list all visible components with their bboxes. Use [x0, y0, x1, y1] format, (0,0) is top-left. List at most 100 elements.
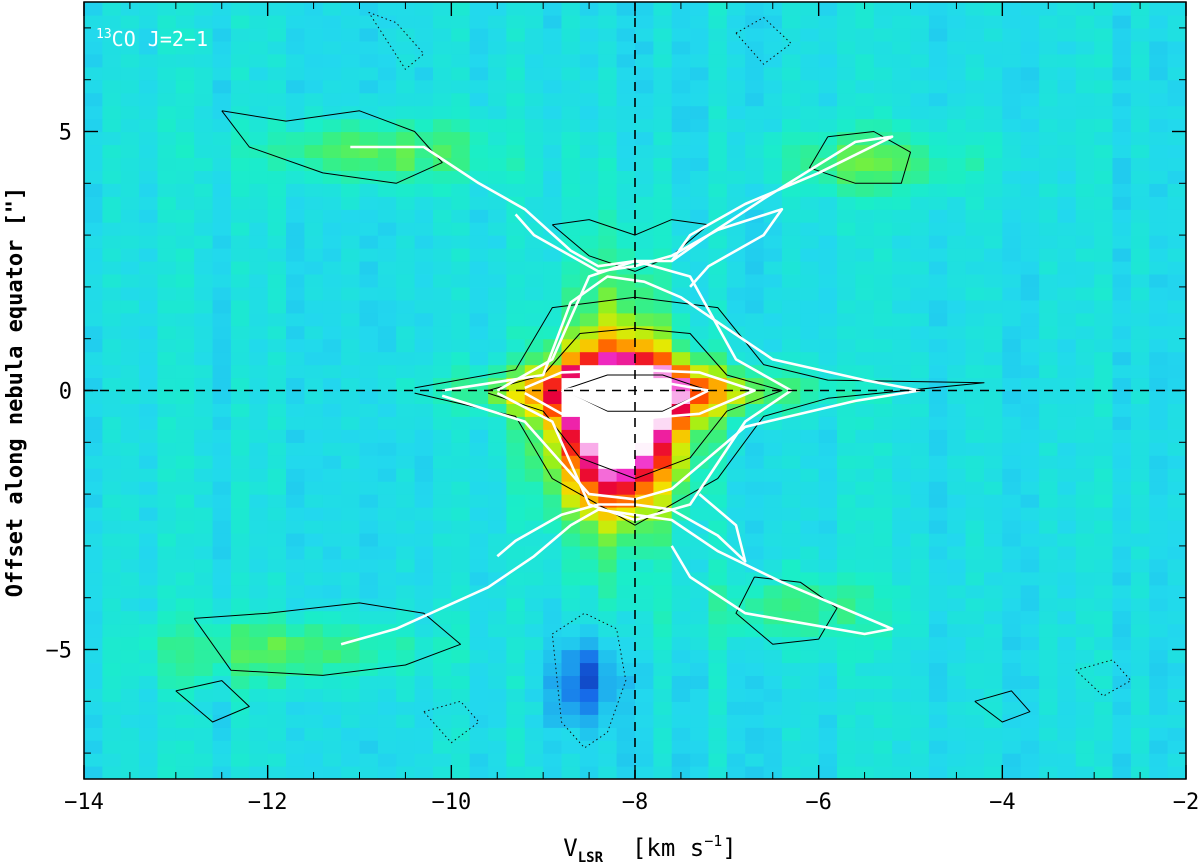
heatmap-cell	[102, 753, 122, 767]
heatmap-cell	[1057, 442, 1077, 456]
heatmap-cell	[1039, 325, 1059, 340]
heatmap-cell	[781, 481, 801, 495]
heatmap-cell	[359, 533, 379, 547]
heatmap-cell	[1149, 610, 1169, 625]
heatmap-cell	[671, 183, 691, 197]
heatmap-cell	[818, 66, 838, 81]
heatmap-cell	[800, 273, 820, 288]
heatmap-cell	[249, 235, 269, 249]
heatmap-cell	[1112, 235, 1132, 249]
heatmap-cell	[543, 675, 563, 689]
heatmap-cell	[249, 649, 269, 664]
heatmap-cell	[873, 740, 893, 754]
heatmap-cell	[616, 520, 636, 534]
heatmap-cell	[763, 338, 783, 353]
heatmap-cell	[1167, 261, 1186, 275]
heatmap-cell	[855, 92, 875, 107]
heatmap-cell	[212, 584, 232, 599]
heatmap-cell	[212, 183, 232, 197]
heatmap-cell	[157, 209, 177, 223]
heatmap-cell	[212, 636, 232, 651]
heatmap-cell	[1167, 455, 1186, 469]
heatmap-cell	[671, 714, 691, 728]
heatmap-cell	[745, 533, 765, 547]
heatmap-cell	[1094, 131, 1114, 146]
heatmap-cell	[267, 377, 287, 392]
heatmap-cell	[1057, 727, 1077, 741]
heatmap-cell	[102, 610, 122, 625]
heatmap-cell	[745, 714, 765, 728]
heatmap-cell	[1002, 403, 1022, 417]
heatmap-cell	[120, 727, 140, 741]
heatmap-cell	[304, 235, 324, 249]
heatmap-cell	[984, 364, 1003, 379]
heatmap-cell	[745, 92, 765, 107]
heatmap-cell	[690, 27, 710, 42]
heatmap-cell	[469, 118, 489, 133]
heatmap-cell	[249, 675, 269, 689]
heatmap-cell	[1094, 623, 1114, 638]
heatmap-cell	[451, 273, 471, 288]
heatmap-cell	[341, 364, 361, 379]
heatmap-cell	[671, 442, 691, 456]
heatmap-cell	[818, 416, 838, 430]
heatmap-cell	[745, 183, 765, 197]
heatmap-cell	[561, 416, 581, 430]
heatmap-cell	[1167, 636, 1186, 651]
heatmap-cell	[1039, 507, 1059, 521]
heatmap-cell	[965, 66, 985, 81]
heatmap-cell	[377, 597, 397, 612]
heatmap-cell	[322, 766, 342, 779]
heatmap-cell	[855, 286, 875, 301]
heatmap-cell	[616, 105, 636, 120]
heatmap-cell	[451, 79, 471, 94]
heatmap-cell	[910, 261, 930, 275]
heatmap-cell	[910, 144, 930, 158]
heatmap-cell	[635, 455, 654, 469]
heatmap-cell	[120, 248, 140, 262]
heatmap-cell	[635, 248, 654, 262]
heatmap-cell	[267, 325, 287, 340]
heatmap-cell	[157, 753, 177, 767]
heatmap-cell	[708, 299, 728, 314]
heatmap-cell	[690, 610, 710, 625]
heatmap-cell	[322, 235, 342, 249]
heatmap-cell	[818, 520, 838, 534]
heatmap-cell	[469, 40, 489, 55]
heatmap-cell	[635, 558, 654, 573]
heatmap-cell	[928, 727, 948, 741]
heatmap-cell	[671, 338, 691, 353]
heatmap-cell	[451, 727, 471, 741]
heatmap-cell	[745, 27, 765, 42]
heatmap-cell	[763, 286, 783, 301]
heatmap-cell	[175, 481, 195, 495]
heatmap-cell	[579, 351, 599, 366]
heatmap-cell	[488, 390, 508, 404]
heatmap-cell	[726, 649, 746, 664]
heatmap-cell	[139, 105, 159, 120]
heatmap-cell	[304, 533, 324, 547]
heatmap-cell	[1039, 209, 1059, 223]
heatmap-cell	[965, 403, 985, 417]
heatmap-cell	[708, 183, 728, 197]
heatmap-cell	[1039, 261, 1059, 275]
heatmap-cell	[800, 740, 820, 754]
heatmap-cell	[102, 105, 122, 120]
heatmap-cell	[1094, 248, 1114, 262]
heatmap-cell	[818, 261, 838, 275]
heatmap-cell	[120, 27, 140, 42]
heatmap-cell	[157, 649, 177, 664]
heatmap-cell	[781, 105, 801, 120]
heatmap-cell	[708, 675, 728, 689]
heatmap-cell	[322, 571, 342, 586]
heatmap-cell	[175, 623, 195, 638]
heatmap-cell	[745, 701, 765, 715]
heatmap-cell	[1075, 144, 1095, 158]
heatmap-cell	[139, 545, 159, 560]
heatmap-cell	[1130, 610, 1150, 625]
heatmap-cell	[781, 636, 801, 651]
heatmap-cell	[377, 377, 397, 392]
heatmap-cell	[1057, 312, 1077, 327]
heatmap-cell	[175, 416, 195, 430]
heatmap-cell	[194, 235, 214, 249]
